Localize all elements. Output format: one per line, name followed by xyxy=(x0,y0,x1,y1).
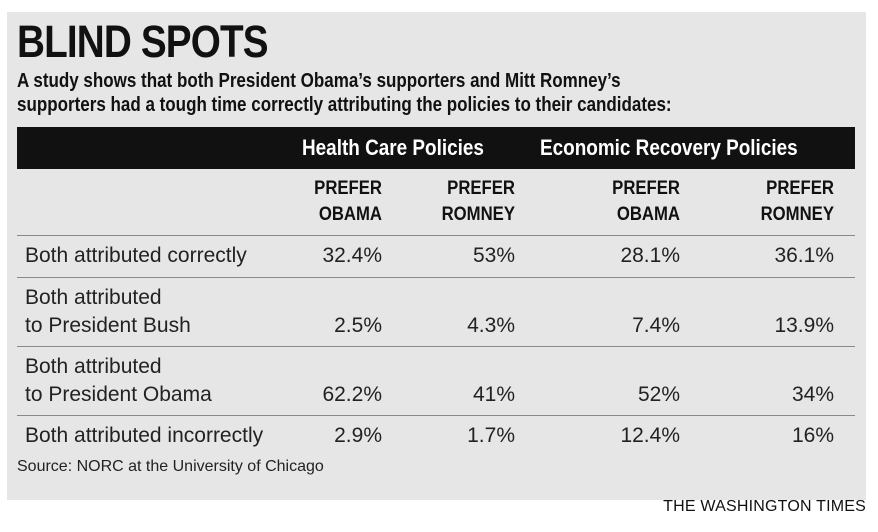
row-label-obama: Both attributed to President Obama xyxy=(25,355,212,406)
table-cell: 34% xyxy=(791,383,834,406)
table-cell: 52% xyxy=(637,383,680,406)
table-cell: 32.4% xyxy=(322,244,382,267)
column-header-hc-obama: PREFER OBAMA xyxy=(314,178,382,225)
table-cell: 53% xyxy=(472,244,515,267)
subtitle-line-1: A study shows that both President Obama’… xyxy=(17,70,621,92)
column-header-er-romney: PREFER ROMNEY xyxy=(760,178,834,225)
group-health-care: Health Care Policies xyxy=(302,135,484,160)
row-label-bush: Both attributed to President Bush xyxy=(25,286,191,337)
row-divider xyxy=(17,277,855,278)
row-divider xyxy=(17,346,855,347)
table-cell: 16% xyxy=(791,424,834,447)
row-divider xyxy=(17,415,855,416)
chart-subtitle: A study shows that both President Obama’… xyxy=(17,69,850,117)
table-cell: 1.7% xyxy=(467,424,515,447)
table-cell: 7.4% xyxy=(632,314,680,337)
table-cell: 62.2% xyxy=(322,383,382,406)
table-cell: 41% xyxy=(472,383,515,406)
table-cell: 12.4% xyxy=(620,424,680,447)
publisher-credit: THE WASHINGTON TIMES xyxy=(663,498,866,515)
group-header-bar: Health Care Policies Economic Recovery P… xyxy=(17,127,855,169)
chart-title: BLIND SPOTS xyxy=(17,16,269,67)
column-header-hc-romney: PREFER ROMNEY xyxy=(441,178,515,225)
row-label-incorrectly: Both attributed incorrectly xyxy=(25,424,264,447)
table-cell: 4.3% xyxy=(467,314,515,337)
table-cell: 13.9% xyxy=(774,314,834,337)
chart-panel xyxy=(7,12,866,500)
group-economic-recovery: Economic Recovery Policies xyxy=(540,135,798,160)
table-cell: 2.5% xyxy=(334,314,382,337)
column-header-er-obama: PREFER OBAMA xyxy=(612,178,680,225)
subtitle-line-2: supporters had a tough time correctly at… xyxy=(17,94,672,116)
table-cell: 2.9% xyxy=(334,424,382,447)
table-cell: 28.1% xyxy=(620,244,680,267)
table-cell: 36.1% xyxy=(774,244,834,267)
source-note: Source: NORC at the University of Chicag… xyxy=(17,458,324,475)
row-label-correctly: Both attributed correctly xyxy=(25,244,247,267)
row-divider xyxy=(17,235,855,236)
